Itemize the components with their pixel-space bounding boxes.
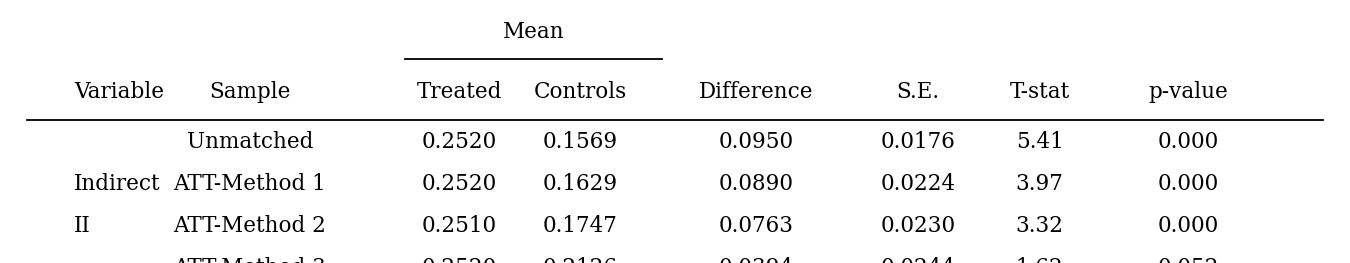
Text: 0.1569: 0.1569 (543, 131, 618, 153)
Text: 0.1747: 0.1747 (543, 215, 618, 237)
Text: 0.2126: 0.2126 (543, 257, 618, 263)
Text: 1.62: 1.62 (1015, 257, 1064, 263)
Text: 0.0763: 0.0763 (718, 215, 794, 237)
Text: 0.0176: 0.0176 (880, 131, 956, 153)
Text: 0.000: 0.000 (1157, 215, 1219, 237)
Text: 0.0950: 0.0950 (718, 131, 794, 153)
Text: 0.0394: 0.0394 (718, 257, 794, 263)
Text: 0.052: 0.052 (1157, 257, 1219, 263)
Text: 0.2510: 0.2510 (421, 215, 497, 237)
Text: 0.2520: 0.2520 (421, 173, 497, 195)
Text: 3.32: 3.32 (1015, 215, 1064, 237)
Text: Difference: Difference (699, 81, 813, 103)
Text: 0.0890: 0.0890 (718, 173, 794, 195)
Text: T-stat: T-stat (1010, 81, 1069, 103)
Text: ATT-Method 1: ATT-Method 1 (173, 173, 327, 195)
Text: 5.41: 5.41 (1015, 131, 1064, 153)
Text: ATT-Method 3: ATT-Method 3 (173, 257, 327, 263)
Text: 0.2520: 0.2520 (421, 257, 497, 263)
Text: 0.000: 0.000 (1157, 173, 1219, 195)
Text: 0.000: 0.000 (1157, 131, 1219, 153)
Text: 0.0230: 0.0230 (880, 215, 956, 237)
Text: 0.0224: 0.0224 (880, 173, 956, 195)
Text: Indirect: Indirect (74, 173, 161, 195)
Text: Variable: Variable (74, 81, 165, 103)
Text: Mean: Mean (502, 21, 564, 43)
Text: II: II (74, 215, 90, 237)
Text: ATT-Method 2: ATT-Method 2 (173, 215, 327, 237)
Text: 0.1629: 0.1629 (543, 173, 618, 195)
Text: 0.0244: 0.0244 (880, 257, 956, 263)
Text: 0.2520: 0.2520 (421, 131, 497, 153)
Text: Sample: Sample (209, 81, 290, 103)
Text: Unmatched: Unmatched (186, 131, 313, 153)
Text: Treated: Treated (416, 81, 502, 103)
Text: S.E.: S.E. (896, 81, 940, 103)
Text: p-value: p-value (1148, 81, 1228, 103)
Text: Controls: Controls (533, 81, 628, 103)
Text: 3.97: 3.97 (1015, 173, 1064, 195)
